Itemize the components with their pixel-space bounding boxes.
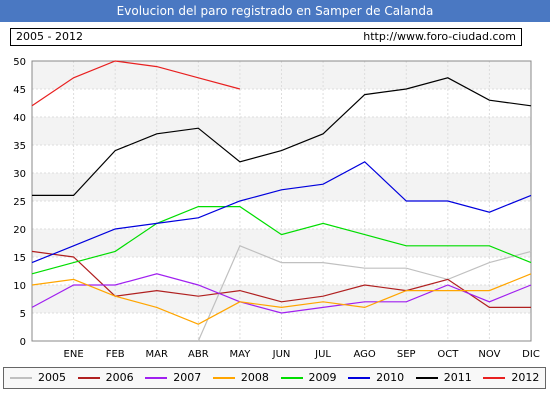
- y-tick-label: 20: [13, 225, 26, 236]
- x-tick-label: ENE: [64, 349, 84, 360]
- x-tick-label: DIC: [522, 349, 540, 360]
- legend-item-2006: 2006: [77, 368, 134, 388]
- y-tick-label: 35: [13, 141, 26, 152]
- x-tick-label: SEP: [397, 349, 416, 360]
- series-line-2005: [197, 245, 532, 342]
- series-line-2009: [31, 206, 532, 275]
- y-tick-label: 30: [13, 169, 26, 180]
- series-line-2011: [32, 77, 532, 196]
- legend-label: 2007: [173, 371, 202, 384]
- legend-swatch: [10, 377, 32, 379]
- y-tick-label: 5: [20, 309, 26, 320]
- info-box: 2005 - 2012 http://www.foro-ciudad.com: [10, 28, 522, 46]
- legend-item-2008: 2008: [212, 368, 269, 388]
- source-url: http://www.foro-ciudad.com: [363, 30, 516, 43]
- y-tick-label: 10: [13, 281, 26, 292]
- x-tick-label: ABR: [188, 349, 209, 360]
- x-tick-label: FEB: [106, 349, 125, 360]
- series-line-2012: [31, 60, 241, 107]
- legend-item-2011: 2011: [415, 368, 472, 388]
- legend-swatch: [145, 377, 168, 379]
- legend-swatch: [280, 377, 303, 379]
- y-tick-label: 50: [13, 57, 26, 68]
- series-line-2010: [31, 161, 532, 264]
- legend-item-2007: 2007: [145, 368, 201, 388]
- legend-item-2009: 2009: [280, 368, 337, 388]
- legend-label: 2006: [105, 371, 134, 384]
- y-tick-label: 0: [20, 337, 26, 348]
- series-line-2007: [31, 273, 532, 314]
- x-tick-label: OCT: [437, 349, 459, 360]
- legend-label: 2011: [443, 371, 472, 384]
- legend-swatch: [483, 377, 506, 379]
- y-tick-label: 25: [13, 197, 26, 208]
- legend-label: 2008: [240, 371, 269, 384]
- legend-item-2012: 2012: [483, 368, 539, 388]
- chart-legend: 2005 2006 2007 2008 2009 2010 2011 2012: [3, 367, 546, 389]
- x-tick-label: MAR: [146, 349, 168, 360]
- legend-label: 2012: [511, 371, 540, 384]
- y-tick-label: 40: [13, 113, 26, 124]
- legend-swatch: [212, 377, 235, 379]
- period-label: 2005 - 2012: [16, 30, 83, 43]
- x-tick-label: NOV: [478, 349, 500, 360]
- legend-item-2005: 2005: [10, 368, 66, 388]
- legend-label: 2010: [376, 371, 405, 384]
- legend-item-2010: 2010: [348, 368, 404, 388]
- series-line-2008: [31, 273, 532, 325]
- x-tick-label: MAY: [230, 349, 252, 360]
- legend-swatch: [77, 377, 100, 379]
- x-tick-label: JUL: [314, 349, 331, 360]
- legend-swatch: [415, 377, 438, 379]
- x-tick-label: AGO: [354, 349, 376, 360]
- chart-title: Evolucion del paro registrado en Samper …: [0, 0, 550, 22]
- plot-frame: [31, 60, 532, 342]
- y-tick-label: 15: [13, 253, 26, 264]
- legend-swatch: [348, 377, 371, 379]
- y-tick-label: 45: [13, 85, 26, 96]
- legend-label: 2009: [308, 371, 337, 384]
- legend-label: 2005: [38, 371, 66, 384]
- x-tick-label: JUN: [272, 349, 291, 360]
